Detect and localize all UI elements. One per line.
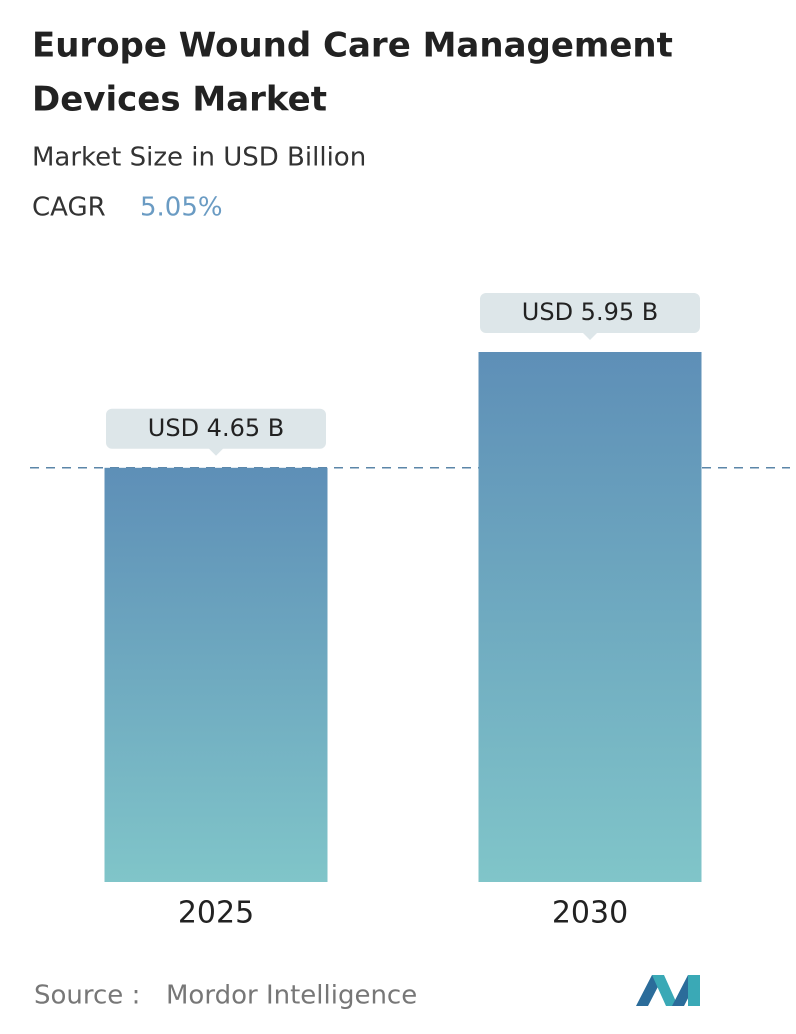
- subtitle: Market Size in USD Billion: [32, 143, 366, 173]
- cagr-value: 5.05%: [140, 193, 223, 223]
- label-pointer: [208, 447, 224, 456]
- value-label: USD 4.65 B: [148, 414, 284, 442]
- source: Mordor Intelligence: [166, 981, 417, 1011]
- label-pointer: [582, 332, 598, 340]
- x-tick-label: 2025: [178, 896, 254, 931]
- value-label: USD 5.95 B: [522, 298, 658, 326]
- label-box: [106, 408, 326, 449]
- chart-title: Europe Wound Care Management: [32, 26, 673, 66]
- source-label: Source :: [34, 981, 140, 1011]
- chart-title: Devices Market: [32, 80, 327, 120]
- cagr-label: CAGR: [32, 193, 106, 223]
- x-tick-label: 2030: [552, 896, 628, 931]
- bar: [478, 352, 702, 882]
- logo: [636, 975, 700, 1006]
- bar: [104, 467, 328, 882]
- label-box: [480, 293, 700, 333]
